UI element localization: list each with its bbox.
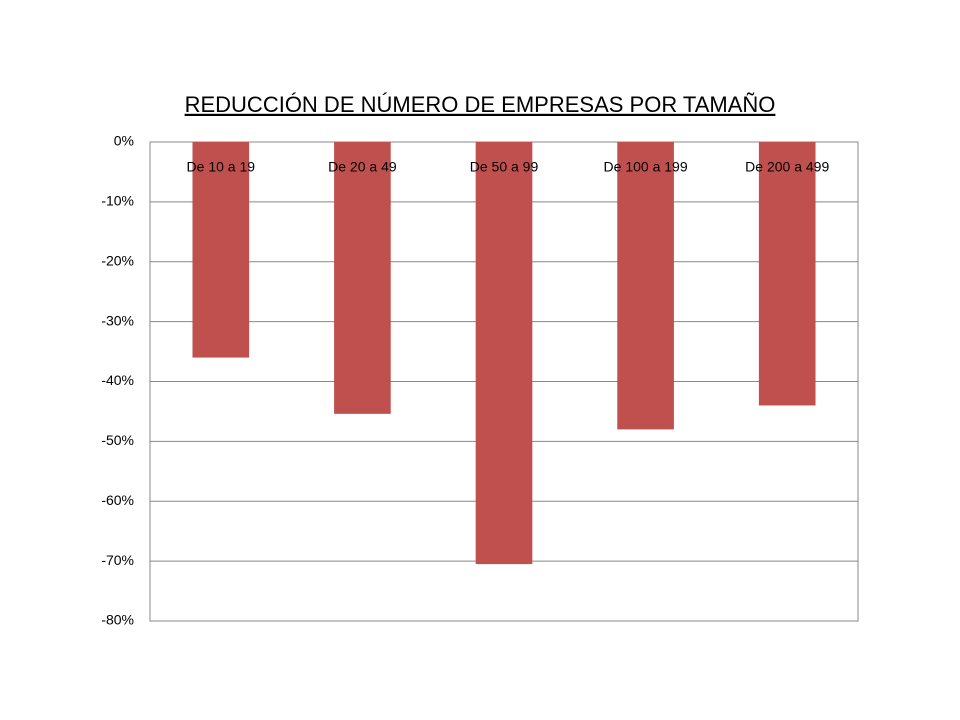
x-tick-label: De 200 a 499 (745, 159, 829, 175)
bar (192, 142, 250, 358)
bar (334, 142, 391, 414)
y-tick-label: -60% (101, 492, 134, 508)
y-tick-label: 0% (114, 133, 134, 149)
x-tick-label: De 20 a 49 (328, 159, 397, 175)
bar (758, 142, 816, 406)
x-tick-label: De 100 a 199 (604, 159, 688, 175)
y-tick-label: -80% (101, 612, 134, 628)
x-tick-label: De 50 a 99 (470, 159, 539, 175)
x-tick-label: De 10 a 19 (187, 159, 256, 175)
bar (475, 142, 533, 565)
y-tick-label: -10% (101, 193, 134, 209)
y-tick-label: -50% (101, 432, 134, 448)
bar (617, 142, 674, 430)
chart-title: REDUCCIÓN DE NÚMERO DE EMPRESAS POR TAMA… (185, 92, 776, 117)
y-tick-label: -70% (101, 552, 134, 568)
y-tick-label: -30% (101, 312, 134, 328)
y-tick-label: -40% (101, 372, 134, 388)
y-tick-label: -20% (101, 252, 134, 268)
